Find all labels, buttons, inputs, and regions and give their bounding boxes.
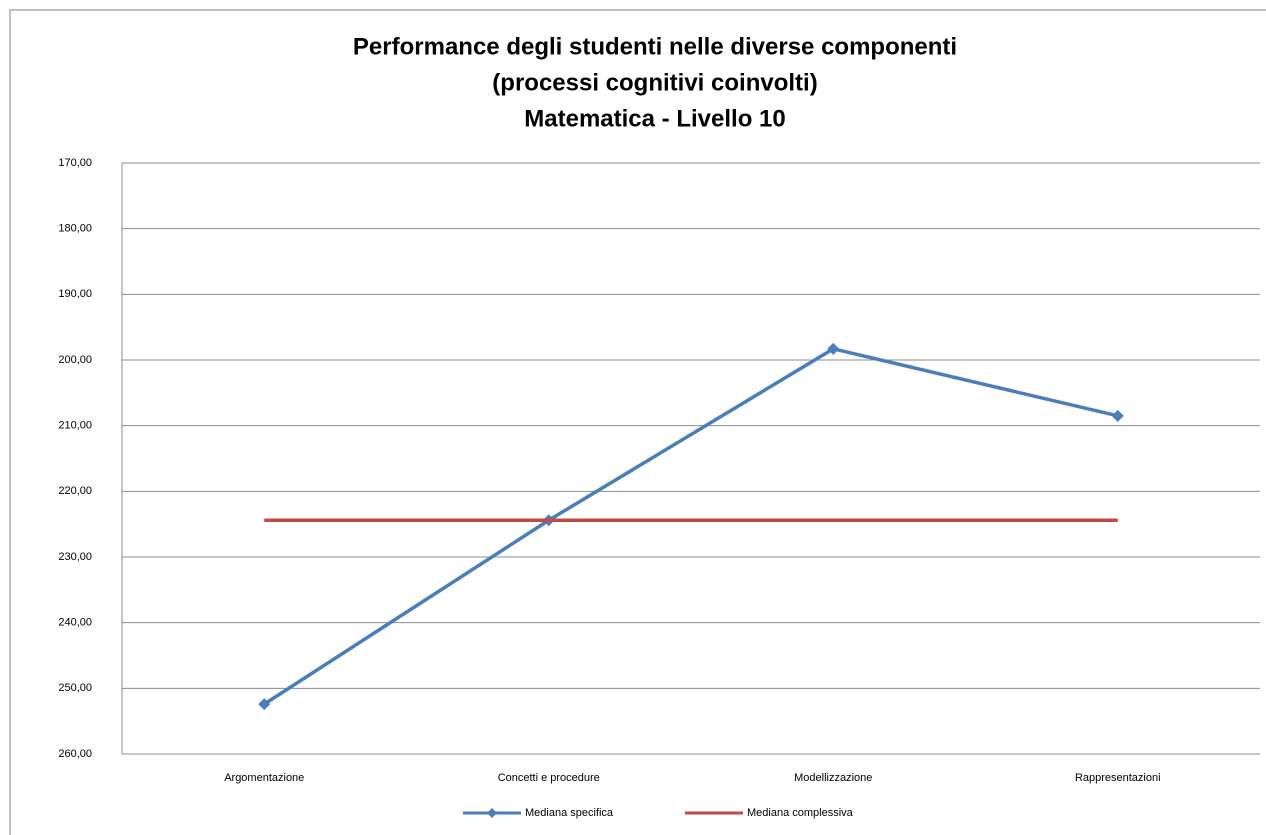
y-tick-label: 200,00 [58,354,92,366]
legend-marker [487,808,497,818]
y-tick-label: 240,00 [58,617,92,629]
chart-title: Matematica - Livello 10 [524,105,785,132]
y-tick-label: 180,00 [58,223,92,235]
y-tick-label: 260,00 [58,748,92,760]
y-tick-label: 220,00 [58,485,92,497]
point-marker [827,342,840,355]
x-tick-label: Argomentazione [224,772,304,784]
chart-title: Performance degli studenti nelle diverse… [353,33,957,60]
y-tick-label: 190,00 [58,288,92,300]
x-tick-label: Modellizzazione [794,772,872,784]
series-line [263,346,1119,706]
y-tick-label: 170,00 [58,157,92,169]
legend-label: Mediana specifica [525,807,614,819]
legend-label: Mediana complessiva [747,807,854,819]
chart-border [9,9,1266,835]
y-tick-label: 210,00 [58,420,92,432]
point-marker [258,698,271,711]
point-marker [1111,409,1124,422]
chart-title: (processi cognitivi coinvolti) [492,69,817,96]
y-tick-label: 230,00 [58,551,92,563]
x-tick-label: Rappresentazioni [1075,772,1161,784]
x-tick-label: Concetti e procedure [498,772,600,784]
y-tick-label: 250,00 [58,682,92,694]
